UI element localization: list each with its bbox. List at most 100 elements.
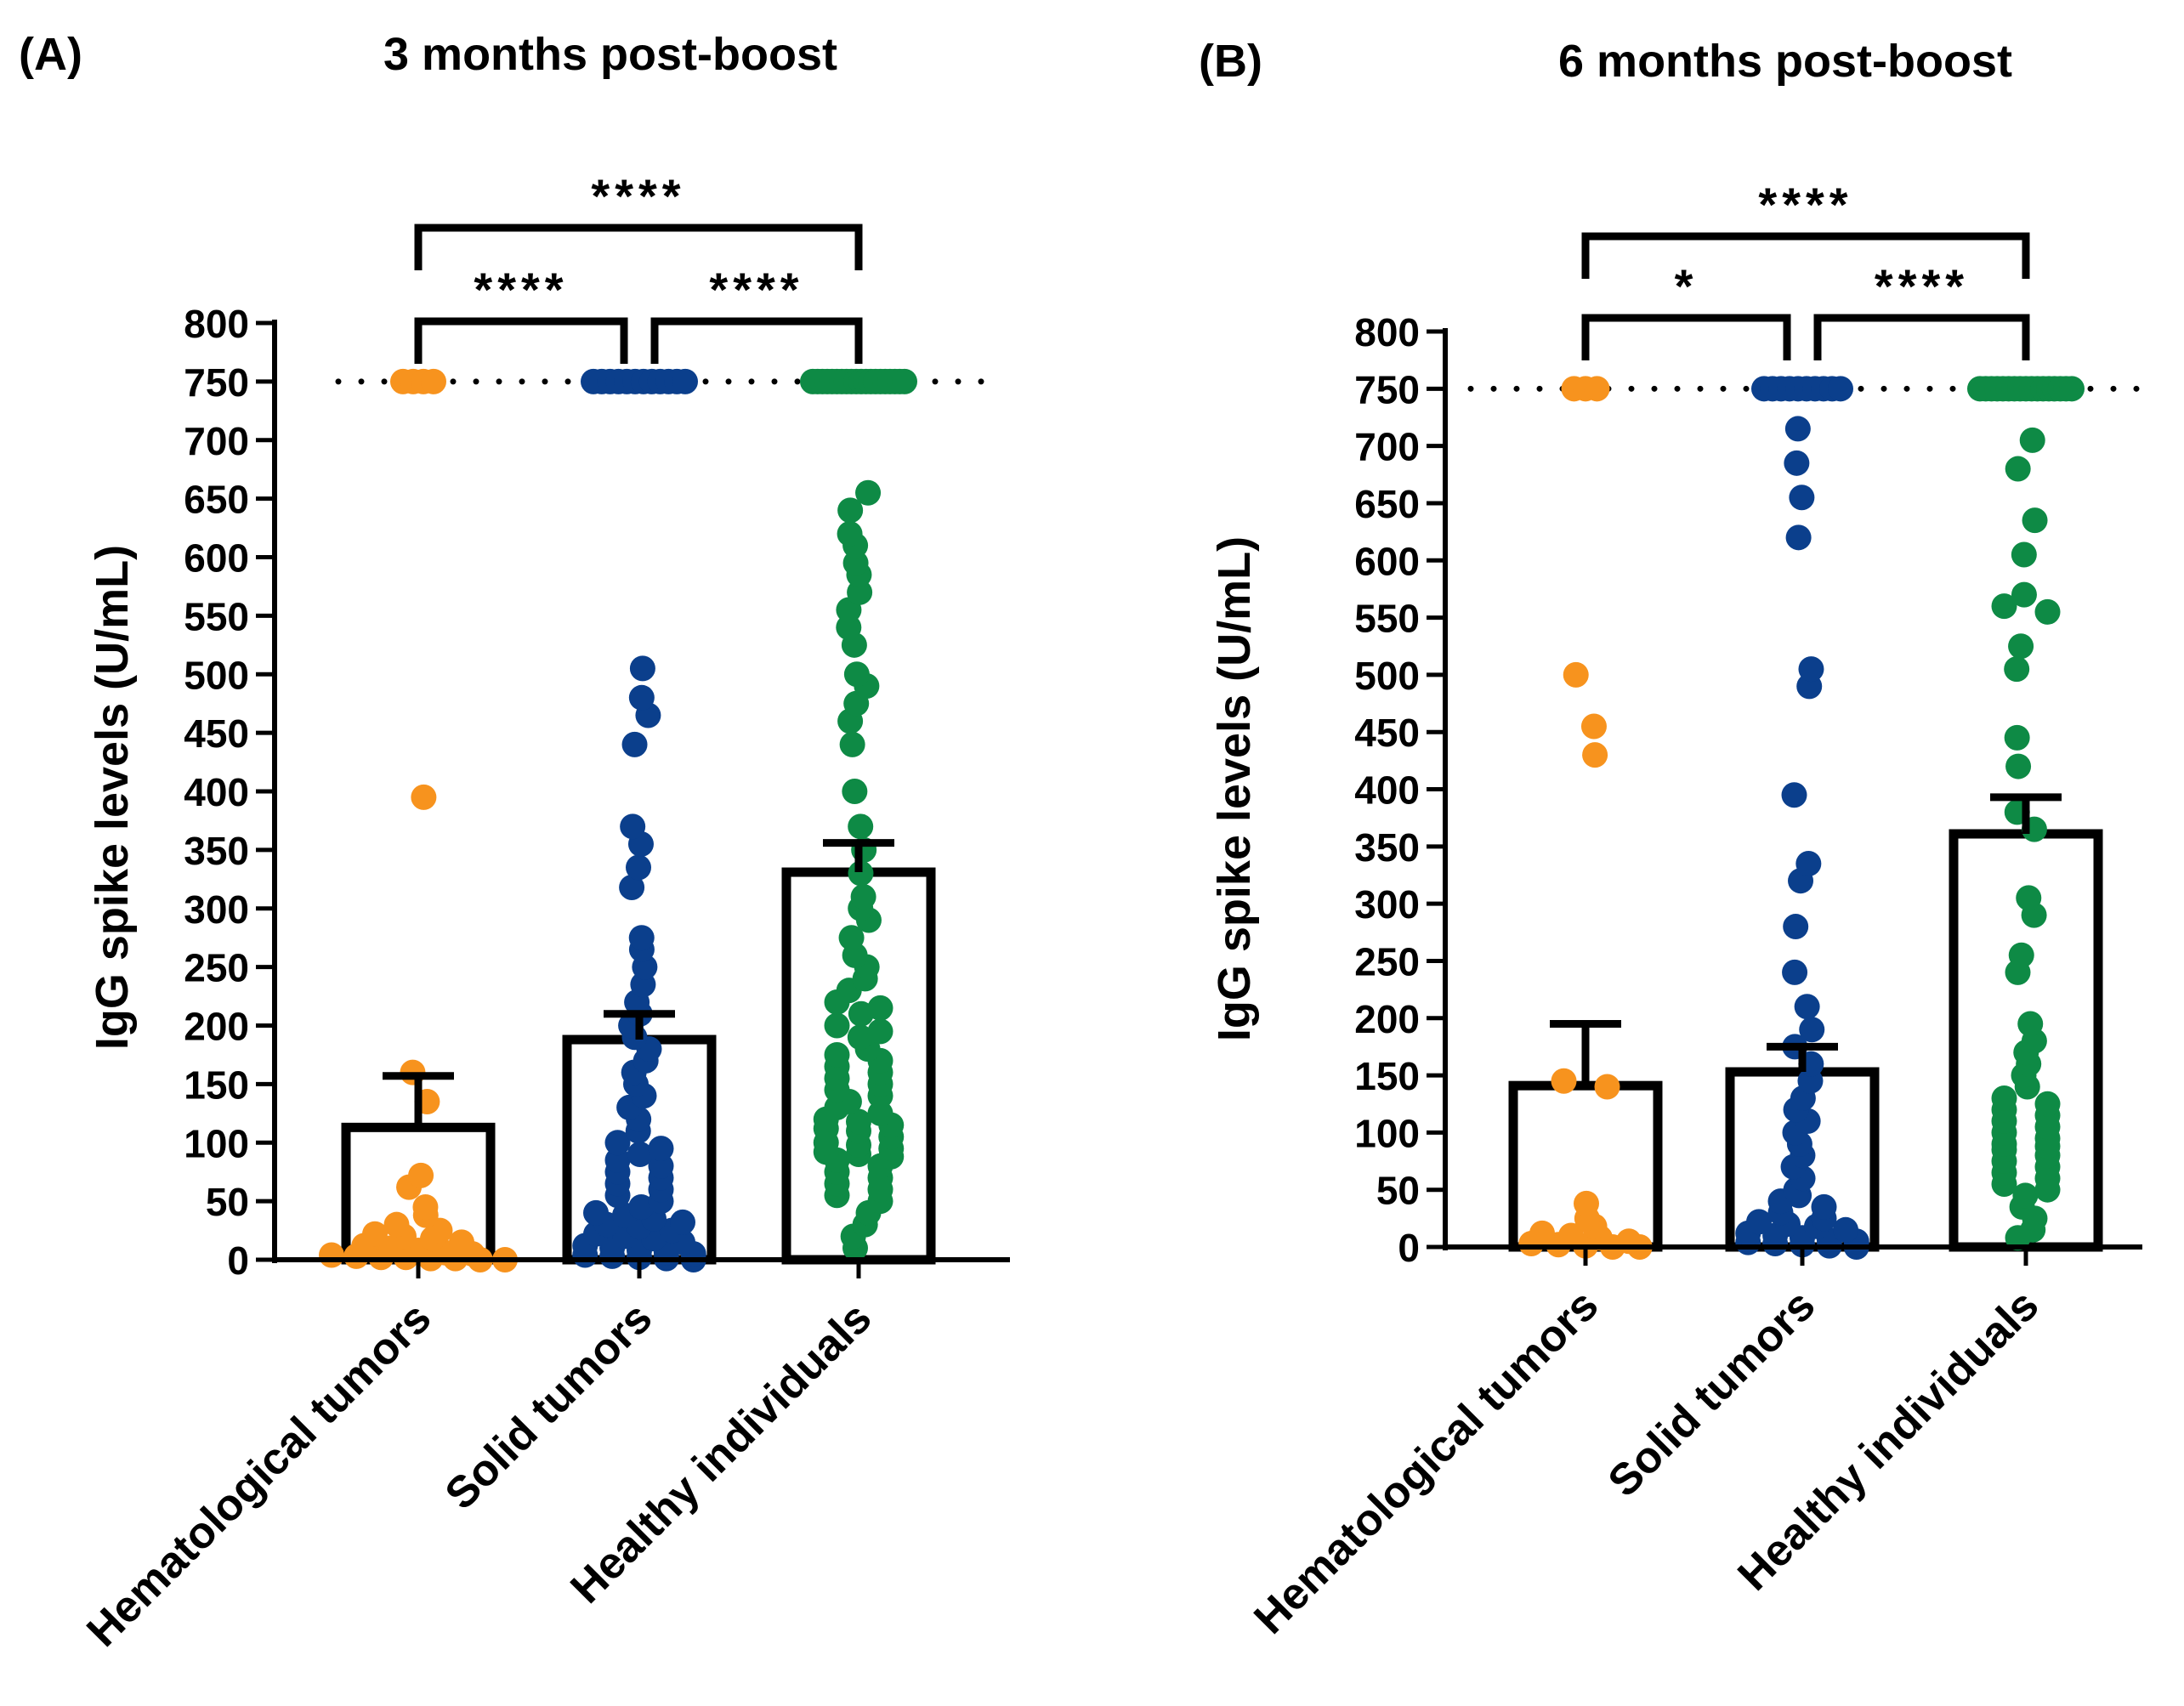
panel-b-significance-layer: * ********: [1581, 178, 2030, 360]
data-point: [648, 1153, 674, 1179]
y-tick-label: 800: [184, 302, 249, 346]
data-point: [867, 995, 893, 1021]
data-point: [837, 520, 863, 547]
y-tick-label: 150: [184, 1063, 249, 1107]
data-point: [2011, 581, 2037, 608]
data-point: [628, 925, 655, 951]
data-point: [1828, 376, 1853, 402]
data-point: [619, 874, 645, 900]
data-point: [1784, 450, 1810, 476]
data-point: [2019, 427, 2045, 453]
data-point: [2004, 656, 2030, 683]
data-point: [583, 1199, 609, 1226]
data-point: [2012, 1182, 2039, 1209]
data-point: [2034, 1091, 2061, 1117]
panel-a-significance-layer: **** **** ****: [414, 169, 863, 364]
y-tick-label: 750: [184, 360, 249, 405]
data-point: [1833, 1216, 1858, 1243]
data-point: [1594, 1074, 1620, 1100]
x-tick-label: Hematological tumors: [1245, 1280, 1608, 1643]
x-tick-label: Hematological tumors: [77, 1293, 440, 1656]
data-point: [1782, 959, 1808, 985]
panel-b-points-layer: [1518, 376, 2085, 1260]
data-point: [843, 661, 870, 688]
data-point: [629, 655, 655, 682]
data-point: [848, 813, 874, 840]
data-point: [412, 1194, 439, 1221]
data-point: [855, 479, 882, 506]
data-point: [362, 1221, 388, 1247]
data-point: [1795, 851, 1822, 877]
y-tick-label: 0: [1398, 1226, 1420, 1270]
y-tick-label: 150: [1354, 1054, 1420, 1098]
y-tick-label: 200: [1354, 997, 1420, 1041]
data-point: [824, 1041, 850, 1068]
significance-bracket: [414, 317, 628, 364]
data-point: [627, 1142, 653, 1168]
x-tick-label: Solid tumors: [436, 1293, 662, 1519]
data-point: [620, 813, 646, 840]
data-point: [626, 854, 652, 881]
data-point: [2008, 633, 2034, 660]
data-point: [319, 1242, 344, 1268]
panel-a-label: (A): [19, 29, 82, 80]
data-point: [1529, 1220, 1555, 1246]
panel-b-label: (B): [1199, 36, 1262, 87]
data-point: [824, 1012, 850, 1039]
panel-a-y-axis-label: IgG spike levels (U/mL): [87, 545, 138, 1050]
panel-a-error-bars-layer: [383, 839, 894, 1128]
data-point: [1794, 994, 1820, 1020]
y-tick-label: 700: [184, 419, 249, 463]
data-point: [449, 1229, 474, 1255]
y-tick-label: 800: [1354, 310, 1420, 354]
y-tick-label: 500: [1354, 654, 1420, 698]
y-tick-label: 550: [1354, 597, 1420, 641]
data-point: [1785, 524, 1812, 551]
data-point: [1563, 661, 1589, 688]
y-tick-label: 50: [1376, 1169, 1420, 1213]
panel-b-error-bars-layer: [1550, 793, 2062, 1086]
data-point: [1811, 1193, 1837, 1220]
data-point: [648, 1136, 674, 1162]
y-tick-label: 0: [227, 1238, 249, 1283]
data-point: [867, 1100, 893, 1126]
data-point: [383, 1211, 410, 1238]
significance-label: *: [1675, 259, 1699, 313]
significance-label: ****: [474, 263, 568, 316]
y-tick-label: 500: [184, 653, 249, 697]
data-point: [621, 731, 648, 757]
data-point: [838, 925, 865, 951]
panel-a-title: 3 months post-boost: [383, 29, 837, 80]
data-point: [2022, 507, 2048, 534]
y-tick-label: 400: [1354, 768, 1420, 813]
data-point: [848, 1000, 874, 1027]
data-point: [842, 779, 868, 804]
data-point: [1991, 1085, 2017, 1111]
y-tick-label: 300: [184, 887, 249, 932]
data-point: [2011, 541, 2037, 568]
data-point: [1573, 1190, 1599, 1216]
data-point: [848, 860, 874, 887]
panel-b-title: 6 months post-boost: [1558, 36, 2012, 87]
data-point: [1616, 1228, 1642, 1255]
data-point: [1558, 1222, 1584, 1249]
significance-bracket: [1813, 314, 2030, 360]
data-point: [1789, 485, 1815, 511]
significance-bracket: [414, 224, 863, 270]
data-point: [846, 1108, 871, 1135]
y-tick-label: 50: [206, 1180, 249, 1224]
data-point: [2008, 942, 2034, 968]
panel-a: (A) 3 months post-boost IgG spike levels…: [19, 29, 1010, 1657]
y-tick-label: 600: [1354, 539, 1420, 583]
data-point: [839, 731, 865, 757]
data-point: [2059, 376, 2085, 402]
data-point: [1580, 713, 1607, 740]
data-point: [411, 784, 437, 810]
data-point: [1582, 742, 1608, 768]
data-point: [604, 1130, 631, 1156]
y-tick-label: 700: [1354, 425, 1420, 469]
y-tick-label: 250: [1354, 939, 1420, 983]
data-point: [1584, 376, 1610, 402]
significance-bracket: [1581, 314, 1791, 360]
data-point: [2005, 456, 2031, 482]
